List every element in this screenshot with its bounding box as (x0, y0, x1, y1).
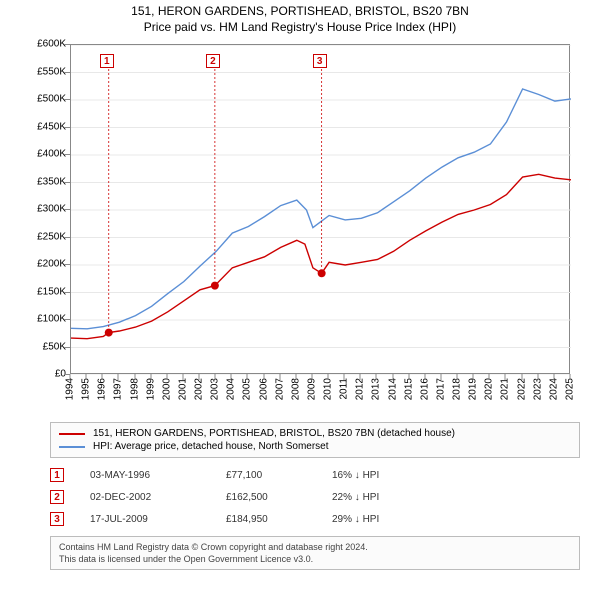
x-axis-label: 2001 (177, 378, 188, 400)
y-axis-label: £400K (20, 149, 66, 160)
sale-price: £162,500 (226, 492, 306, 503)
sales-table: 1 03-MAY-1996 £77,100 16% ↓ HPI 2 02-DEC… (50, 464, 580, 530)
x-axis-label: 2017 (435, 378, 446, 400)
sale-marker-callout: 3 (313, 54, 327, 68)
x-axis-label: 2012 (355, 378, 366, 400)
legend-swatch (59, 433, 85, 435)
y-axis-label: £100K (20, 314, 66, 325)
legend-item: 151, HERON GARDENS, PORTISHEAD, BRISTOL,… (59, 427, 571, 440)
x-axis-label: 2024 (548, 378, 559, 400)
x-axis-label: 2002 (194, 378, 205, 400)
sale-marker-icon: 1 (50, 468, 64, 482)
y-axis-label: £300K (20, 204, 66, 215)
x-axis-label: 1997 (113, 378, 124, 400)
x-axis-label: 1996 (97, 378, 108, 400)
y-axis-label: £200K (20, 259, 66, 270)
legend-label: HPI: Average price, detached house, Nort… (93, 441, 329, 452)
y-axis-label: £350K (20, 176, 66, 187)
x-axis-label: 2007 (274, 378, 285, 400)
x-axis-label: 2015 (403, 378, 414, 400)
x-axis-label: 2018 (452, 378, 463, 400)
x-axis-label: 2004 (226, 378, 237, 400)
x-axis-label: 2011 (339, 378, 350, 400)
x-axis-label: 2020 (484, 378, 495, 400)
plot-svg (71, 45, 571, 375)
x-axis-label: 2014 (387, 378, 398, 400)
sale-marker-callout: 1 (100, 54, 114, 68)
sale-diff: 22% ↓ HPI (332, 492, 442, 503)
legend-item: HPI: Average price, detached house, Nort… (59, 440, 571, 453)
title-subtitle: Price paid vs. HM Land Registry's House … (0, 20, 600, 34)
x-axis-label: 2009 (306, 378, 317, 400)
x-axis-label: 2006 (258, 378, 269, 400)
legend-label: 151, HERON GARDENS, PORTISHEAD, BRISTOL,… (93, 428, 455, 439)
y-axis-label: £500K (20, 94, 66, 105)
y-axis-label: £50K (20, 341, 66, 352)
sale-date: 03-MAY-1996 (90, 470, 200, 481)
y-axis-label: £0 (20, 369, 66, 380)
x-axis-label: 2022 (516, 378, 527, 400)
x-axis-label: 1998 (129, 378, 140, 400)
x-axis-label: 2016 (419, 378, 430, 400)
sale-date: 02-DEC-2002 (90, 492, 200, 503)
y-axis-label: £550K (20, 66, 66, 77)
x-axis-label: 2008 (290, 378, 301, 400)
sale-price: £184,950 (226, 514, 306, 525)
y-axis-label: £150K (20, 286, 66, 297)
sale-marker-callout: 2 (206, 54, 220, 68)
x-axis-label: 2023 (532, 378, 543, 400)
sale-row: 2 02-DEC-2002 £162,500 22% ↓ HPI (50, 486, 580, 508)
sale-diff: 29% ↓ HPI (332, 514, 442, 525)
sale-row: 3 17-JUL-2009 £184,950 29% ↓ HPI (50, 508, 580, 530)
sale-marker-icon: 3 (50, 512, 64, 526)
x-axis-label: 2010 (323, 378, 334, 400)
sale-date: 17-JUL-2009 (90, 514, 200, 525)
x-axis-label: 1995 (81, 378, 92, 400)
chart-container: 151, HERON GARDENS, PORTISHEAD, BRISTOL,… (0, 0, 600, 570)
sale-price: £77,100 (226, 470, 306, 481)
y-axis-label: £250K (20, 231, 66, 242)
title-address: 151, HERON GARDENS, PORTISHEAD, BRISTOL,… (0, 4, 600, 18)
license-footer: Contains HM Land Registry data © Crown c… (50, 536, 580, 570)
x-axis-label: 2019 (468, 378, 479, 400)
x-axis-label: 2005 (242, 378, 253, 400)
y-axis-label: £600K (20, 39, 66, 50)
x-axis-label: 2000 (161, 378, 172, 400)
footer-line: Contains HM Land Registry data © Crown c… (59, 541, 571, 553)
sale-row: 1 03-MAY-1996 £77,100 16% ↓ HPI (50, 464, 580, 486)
x-axis-label: 2013 (371, 378, 382, 400)
plot-region (70, 44, 570, 374)
legend: 151, HERON GARDENS, PORTISHEAD, BRISTOL,… (50, 422, 580, 458)
y-axis-label: £450K (20, 121, 66, 132)
sale-marker-icon: 2 (50, 490, 64, 504)
chart-area: £0 £50K £100K £150K £200K £250K £300K £350K £400… (20, 40, 580, 420)
x-axis-label: 1999 (145, 378, 156, 400)
footer-line: This data is licensed under the Open Gov… (59, 553, 571, 565)
x-axis-label: 2003 (210, 378, 221, 400)
title-area: 151, HERON GARDENS, PORTISHEAD, BRISTOL,… (0, 0, 600, 36)
x-axis-label: 2025 (565, 378, 576, 400)
sale-diff: 16% ↓ HPI (332, 470, 442, 481)
x-axis-label: 2021 (500, 378, 511, 400)
legend-swatch (59, 446, 85, 448)
x-axis-label: 1994 (65, 378, 76, 400)
